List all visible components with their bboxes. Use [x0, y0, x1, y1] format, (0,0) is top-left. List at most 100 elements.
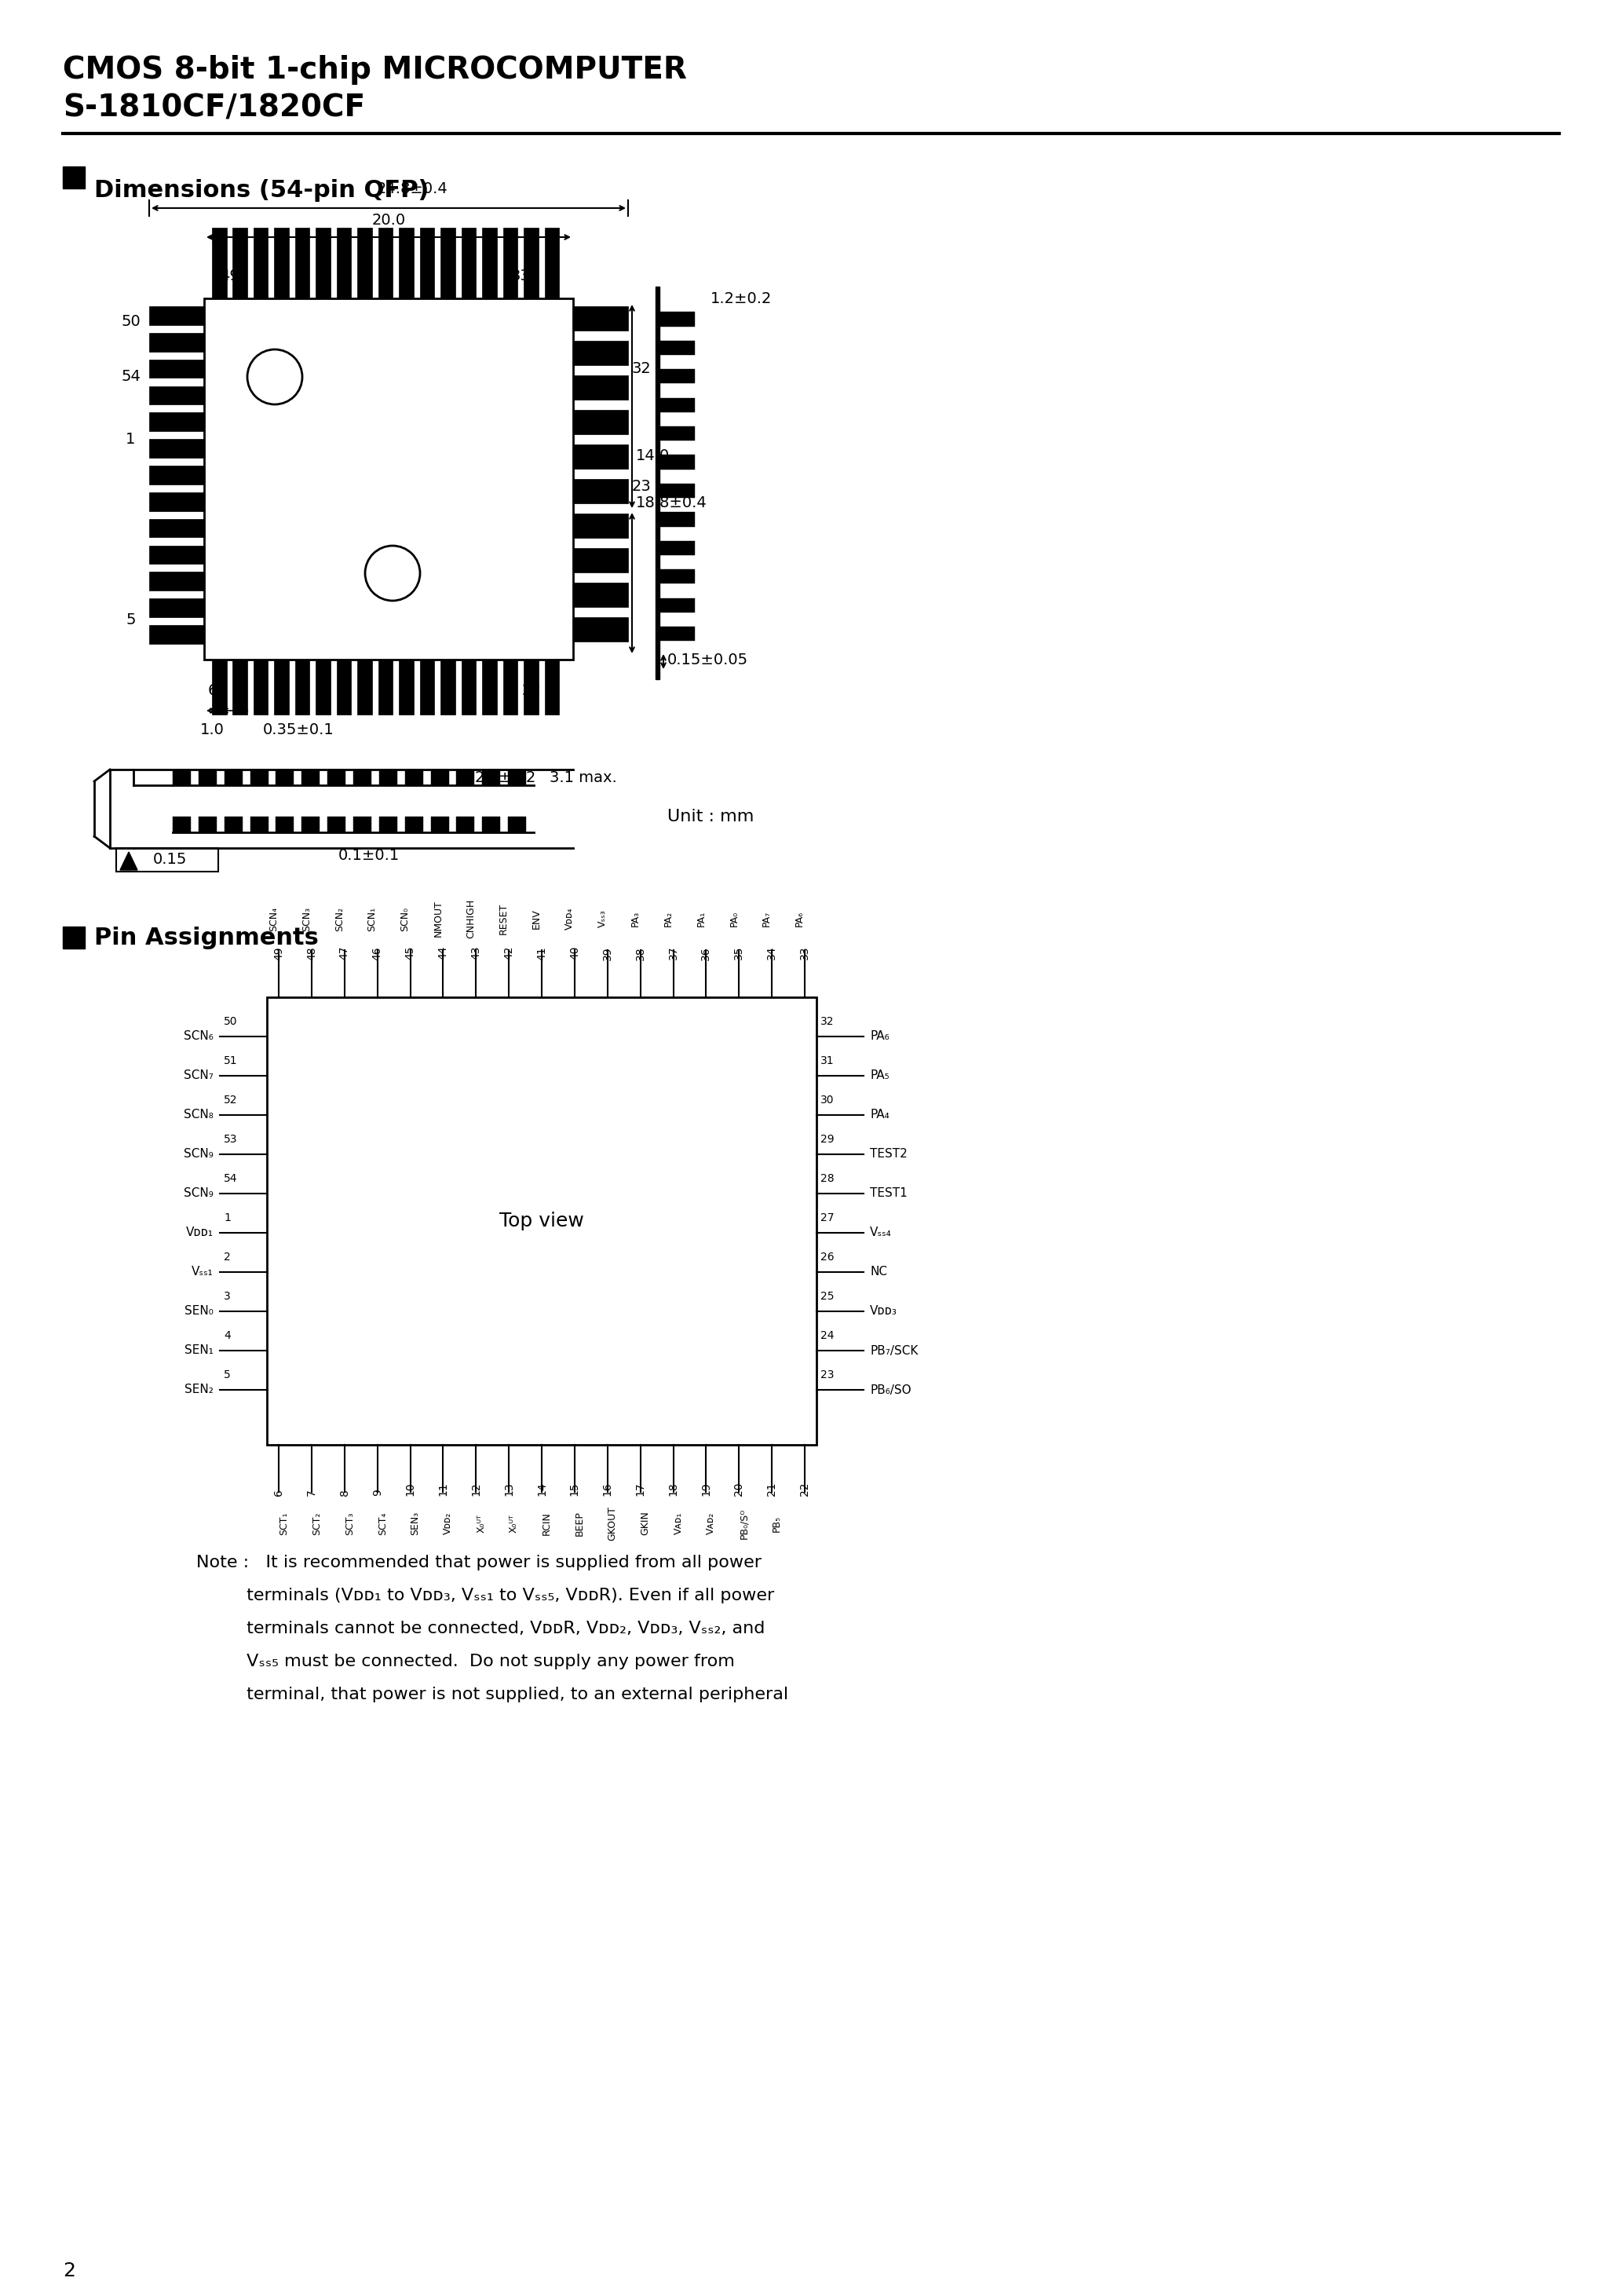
Text: 50: 50: [122, 315, 141, 328]
Bar: [117, 847, 219, 872]
Text: 51: 51: [224, 1056, 237, 1065]
Text: 0.15: 0.15: [152, 852, 187, 868]
Bar: [573, 583, 628, 606]
Text: SCN₂: SCN₂: [334, 907, 344, 930]
Text: 23: 23: [821, 1368, 834, 1380]
Bar: [212, 659, 227, 714]
Bar: [378, 227, 393, 298]
Text: 5: 5: [224, 1368, 230, 1380]
Text: 24: 24: [821, 1329, 834, 1341]
Text: PA₁: PA₁: [696, 912, 706, 928]
Text: 40: 40: [569, 946, 581, 960]
Text: Vₛₛ₁: Vₛₛ₁: [191, 1265, 214, 1279]
Text: 8: 8: [339, 1488, 350, 1497]
Bar: [573, 549, 628, 572]
Bar: [149, 360, 204, 379]
Text: Vₛₛ₄: Vₛₛ₄: [869, 1226, 892, 1240]
Text: 4: 4: [224, 1329, 230, 1341]
Bar: [328, 817, 345, 833]
Text: PA₀: PA₀: [728, 912, 740, 928]
Text: X₀ᵁᵀ: X₀ᵁᵀ: [475, 1513, 487, 1534]
Bar: [660, 542, 694, 556]
Bar: [660, 455, 694, 468]
Text: SCT₃: SCT₃: [344, 1511, 355, 1536]
Text: 2: 2: [224, 1251, 230, 1263]
Text: 52: 52: [224, 1095, 237, 1107]
Text: 37: 37: [668, 946, 678, 960]
Bar: [660, 512, 694, 526]
Text: SEN₃: SEN₃: [410, 1511, 420, 1536]
Text: 28: 28: [821, 1173, 834, 1185]
Bar: [337, 659, 352, 714]
Text: 10: 10: [406, 1481, 415, 1497]
Text: 34: 34: [766, 946, 777, 960]
Text: 0.15±0.05: 0.15±0.05: [667, 652, 748, 668]
Bar: [545, 227, 560, 298]
Bar: [441, 659, 456, 714]
Text: 19: 19: [701, 1481, 712, 1497]
Bar: [268, 996, 816, 1444]
Text: 22: 22: [522, 684, 542, 698]
Text: 38: 38: [634, 946, 646, 960]
Text: 13: 13: [503, 1481, 514, 1497]
Bar: [420, 659, 435, 714]
Bar: [224, 817, 242, 833]
Text: 14: 14: [537, 1481, 547, 1497]
Bar: [573, 411, 628, 434]
Bar: [149, 466, 204, 484]
Bar: [149, 491, 204, 512]
Text: 16: 16: [602, 1481, 613, 1497]
Text: PB₆/SO: PB₆/SO: [869, 1384, 912, 1396]
Bar: [149, 413, 204, 432]
Bar: [573, 514, 628, 537]
Bar: [149, 519, 204, 537]
Bar: [149, 439, 204, 457]
Text: 53: 53: [224, 1134, 237, 1146]
Text: 12: 12: [470, 1481, 482, 1497]
Text: Top view: Top view: [500, 1212, 584, 1231]
Text: TEST1: TEST1: [869, 1187, 907, 1199]
Text: terminals (Vᴅᴅ₁ to Vᴅᴅ₃, Vₛₛ₁ to Vₛₛ₅, VᴅᴅR). Even if all power: terminals (Vᴅᴅ₁ to Vᴅᴅ₃, Vₛₛ₁ to Vₛₛ₅, V…: [196, 1589, 774, 1603]
Text: Vᴅᴅ₁: Vᴅᴅ₁: [187, 1226, 214, 1240]
Bar: [441, 227, 456, 298]
Text: Pin Assignments: Pin Assignments: [94, 928, 318, 948]
Bar: [524, 227, 539, 298]
Bar: [212, 227, 227, 298]
Text: 17: 17: [634, 1481, 646, 1497]
Text: GKIN: GKIN: [641, 1511, 650, 1536]
Bar: [302, 817, 320, 833]
Text: 20: 20: [733, 1483, 744, 1497]
Text: NMOUT: NMOUT: [433, 900, 443, 937]
Bar: [420, 227, 435, 298]
Text: X₀ᵁᵀ: X₀ᵁᵀ: [509, 1513, 519, 1534]
Text: SCN₁: SCN₁: [367, 907, 378, 930]
Bar: [253, 227, 268, 298]
Bar: [357, 227, 371, 298]
Text: SCT₂: SCT₂: [311, 1511, 321, 1536]
Text: 11: 11: [438, 1481, 449, 1497]
Bar: [406, 769, 423, 785]
Bar: [316, 227, 331, 298]
Text: 43: 43: [470, 946, 482, 960]
Text: Vᴅᴅ₄: Vᴅᴅ₄: [564, 907, 574, 930]
Bar: [357, 659, 371, 714]
Text: 18: 18: [668, 1481, 678, 1497]
Bar: [172, 817, 191, 833]
Text: 49: 49: [221, 269, 240, 282]
Bar: [660, 569, 694, 583]
Text: Vᴅᴅ₂: Vᴅᴅ₂: [443, 1513, 453, 1534]
Bar: [337, 227, 352, 298]
Bar: [149, 625, 204, 643]
Polygon shape: [120, 852, 138, 870]
Text: PA₅: PA₅: [869, 1070, 889, 1081]
Text: 32: 32: [633, 360, 652, 377]
Text: 39: 39: [602, 946, 613, 960]
Bar: [172, 769, 191, 785]
Text: 54: 54: [224, 1173, 237, 1185]
Bar: [508, 769, 526, 785]
Text: 45: 45: [406, 946, 415, 960]
Bar: [482, 659, 496, 714]
Text: 1: 1: [125, 432, 135, 448]
Bar: [380, 769, 397, 785]
Text: 15: 15: [569, 1481, 581, 1497]
